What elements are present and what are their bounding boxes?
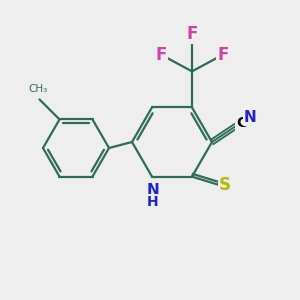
Text: N: N <box>147 183 159 198</box>
Text: N: N <box>244 110 256 125</box>
Text: S: S <box>219 176 231 194</box>
Text: F: F <box>186 26 198 44</box>
Text: CH₃: CH₃ <box>28 84 47 94</box>
Text: H: H <box>147 195 159 208</box>
Text: C: C <box>236 116 246 130</box>
Text: F: F <box>155 46 167 64</box>
Text: F: F <box>217 46 229 64</box>
